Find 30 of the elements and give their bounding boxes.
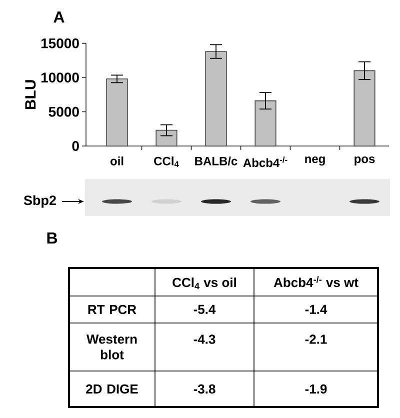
- category-label: RT PCR: [88, 304, 136, 314]
- bar: [106, 78, 128, 146]
- x-tick-label: CCl$_{4}$: [154, 156, 179, 168]
- text: -1.4: [305, 304, 328, 314]
- y-tick-label: 5000: [48, 106, 79, 117]
- category-label: Abcb4$^{-/-}$ vs wt: [274, 276, 358, 288]
- bar: [156, 130, 178, 146]
- category-label: 2D DIGE: [86, 384, 138, 394]
- x-tick-label: pos: [354, 156, 375, 166]
- x-tick-label: oil: [110, 156, 124, 166]
- y-tick-label: 0: [72, 141, 79, 151]
- chart-title: A: [54, 11, 64, 22]
- text: -1.9: [305, 384, 327, 394]
- bar: [254, 100, 276, 146]
- category-label: CCl$_{4}$ vs oil: [172, 278, 236, 290]
- x-tick-label: Abcb4$^{-/-}$: [243, 156, 288, 168]
- bar: [354, 70, 376, 146]
- text: B: [47, 232, 58, 244]
- text: -5.4: [194, 304, 216, 314]
- y-tick-label: 15000: [41, 38, 79, 48]
- text: -4.3: [194, 334, 216, 344]
- text: -2.1: [305, 334, 327, 344]
- category-label: Western blot: [86, 334, 137, 360]
- text: -3.8: [194, 384, 216, 394]
- text: Sbp2: [24, 195, 56, 208]
- x-tick-label: neg: [305, 156, 325, 166]
- y-tick-label: 10000: [41, 72, 79, 82]
- y-axis-title: BLU: [25, 80, 36, 110]
- x-tick-label: BALB/c: [195, 156, 238, 166]
- bar: [205, 51, 227, 146]
